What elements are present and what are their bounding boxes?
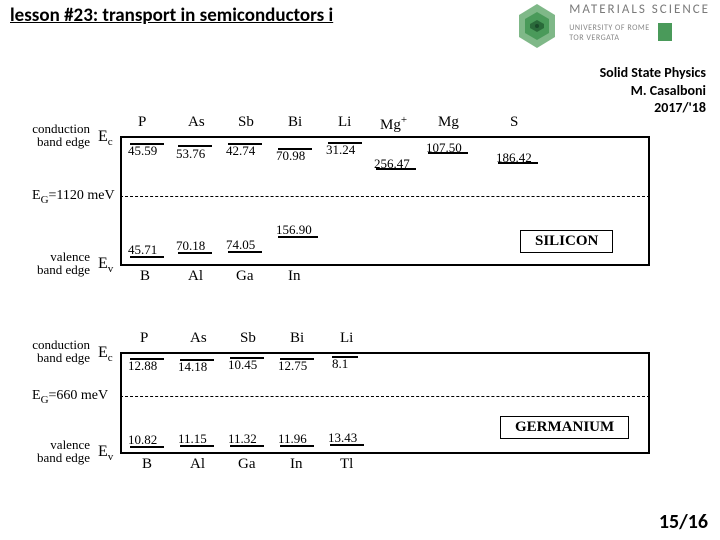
g-acc-v-3: 11.96 <box>278 431 307 447</box>
course-info: Solid State Physics M. Casalboni 2017/'1… <box>600 64 706 117</box>
university-badge-icon <box>658 23 672 41</box>
g-donor-v-1: 14.18 <box>178 359 207 375</box>
g-acc-v-0: 10.82 <box>128 432 157 448</box>
g-acc-h-2: Ga <box>238 456 256 473</box>
ev-line <box>120 264 650 266</box>
cb-label: conductionband edge <box>20 122 90 148</box>
g-ev-line <box>120 452 650 454</box>
acc-h-2: Ga <box>236 268 254 285</box>
g-cb-label: conductionband edge <box>20 338 90 364</box>
g-donor-h-3: Bi <box>290 330 304 347</box>
g-eg-label: EG=660 meV <box>32 388 108 406</box>
g-donor-v-2: 10.45 <box>228 357 257 373</box>
acc-v-1: 70.18 <box>176 238 205 254</box>
donor-v-2: 42.74 <box>226 143 255 159</box>
donor-v-1: 53.76 <box>176 146 205 162</box>
silicon-label: SILICON <box>520 230 613 253</box>
silicon-diagram: conductionband edge Ec EG=1120 meV valen… <box>20 110 660 280</box>
hexagon-logo-icon <box>513 2 561 50</box>
ec-line <box>120 136 650 138</box>
donor-v-6: 107.50 <box>426 140 462 156</box>
g-right-vline <box>648 352 650 452</box>
donor-h-0: P <box>138 114 146 131</box>
acc-h-1: Al <box>188 268 203 285</box>
g-donor-h-2: Sb <box>240 330 256 347</box>
branding: MATERIALS SCIENCE UNIVERSITY OF ROME TOR… <box>513 2 710 50</box>
donor-v-0: 45.59 <box>128 143 157 159</box>
g-donor-h-1: As <box>190 330 207 347</box>
g-acc-v-4: 13.43 <box>328 430 357 446</box>
donor-v-5: 256.47 <box>374 156 410 172</box>
g-ev-symbol: Ev <box>98 443 113 463</box>
g-acc-v-1: 11.15 <box>178 431 207 447</box>
g-acc-h-4: Tl <box>340 456 353 473</box>
donor-v-3: 70.98 <box>276 148 305 164</box>
ev-symbol: Ev <box>98 255 113 275</box>
g-ec-symbol: Ec <box>98 344 113 364</box>
g-ec-line <box>120 352 650 354</box>
g-donor-v-3: 12.75 <box>278 358 307 374</box>
g-donor-v-4: 8.1 <box>332 356 348 372</box>
g-donor-v-0: 12.88 <box>128 358 157 374</box>
g-acc-h-1: Al <box>190 456 205 473</box>
germanium-label: GERMANIUM <box>500 416 629 439</box>
course-line1: Solid State Physics <box>600 64 706 82</box>
donor-h-2: Sb <box>238 114 254 131</box>
g-acc-h-3: In <box>290 456 303 473</box>
donor-h-1: As <box>188 114 205 131</box>
g-midgap-line <box>120 396 650 397</box>
g-acc-h-0: B <box>142 456 152 473</box>
midgap-line <box>120 196 650 197</box>
g-vb-label: valenceband edge <box>20 438 90 464</box>
lesson-title: lesson #23: transport in semiconductors … <box>10 4 333 27</box>
course-line2: M. Casalboni <box>600 82 706 100</box>
brand-sub2: TOR VERGATA <box>569 33 649 43</box>
g-left-vline <box>120 352 122 452</box>
g-donor-h-4: Li <box>340 330 353 347</box>
acc-v-3: 156.90 <box>276 222 312 238</box>
brand-main: MATERIALS SCIENCE <box>569 2 710 17</box>
g-acc-v-2: 11.32 <box>228 431 257 447</box>
page-number: 15/16 <box>659 510 708 534</box>
donor-h-4: Li <box>338 114 351 131</box>
vb-label: valenceband edge <box>20 250 90 276</box>
right-vline <box>648 136 650 264</box>
donor-h-5: Mg+ <box>380 114 407 134</box>
germanium-diagram: conductionband edge Ec EG=660 meV valenc… <box>20 330 660 480</box>
acc-v-0: 45.71 <box>128 242 157 258</box>
g-donor-h-0: P <box>140 330 148 347</box>
donor-v-7: 186.42 <box>496 150 532 166</box>
donor-v-4: 31.24 <box>326 142 355 158</box>
acc-v-2: 74.05 <box>226 237 255 253</box>
left-vline <box>120 136 122 264</box>
acc-h-0: B <box>140 268 150 285</box>
acc-h-3: In <box>288 268 301 285</box>
eg-label: EG=1120 meV <box>32 188 115 206</box>
donor-h-6: Mg <box>438 114 459 131</box>
donor-h-3: Bi <box>288 114 302 131</box>
ec-symbol: Ec <box>98 128 113 148</box>
brand-sub1: UNIVERSITY OF ROME <box>569 23 649 33</box>
donor-h-7: S <box>510 114 518 131</box>
